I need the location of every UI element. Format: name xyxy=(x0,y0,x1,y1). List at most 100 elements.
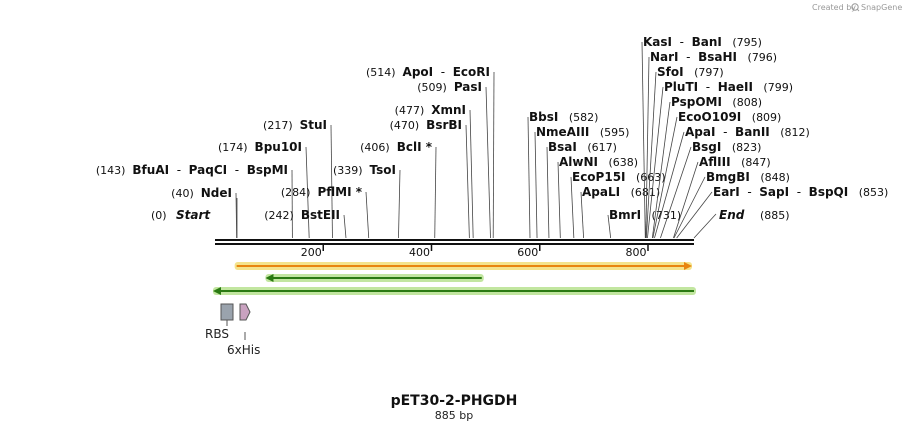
end-marker: End (885) xyxy=(693,208,790,239)
site-bsrbi[interactable]: (470) BsrBI xyxy=(390,118,470,239)
end-label: End xyxy=(719,208,745,222)
site-ecop15i-label: EcoP15I (663) xyxy=(572,170,666,184)
rbs-box-icon xyxy=(220,303,234,321)
site-bfuai-label: (143) BfuAI - PaqCI - BspMI xyxy=(96,163,288,177)
site-nari[interactable]: NarI - BsaHI (796) xyxy=(645,50,777,239)
his-tag-feature[interactable]: 6xHis xyxy=(227,303,260,357)
bpu10i-leader-line xyxy=(305,146,310,239)
site-bpu10i-label: (174) Bpu10I xyxy=(218,140,302,154)
his-tag-label: 6xHis xyxy=(227,343,260,357)
site-tsoi[interactable]: (339) TsoI xyxy=(333,163,401,239)
site-stui-label: (217) StuI xyxy=(263,118,327,132)
snapgene-brand: SnapGene xyxy=(861,3,902,12)
end-position: (885) xyxy=(760,209,790,222)
kasi-leader-line xyxy=(641,41,646,239)
site-eari-label: EarI - SapI - BspQI (853) xyxy=(713,185,888,199)
created-by-text: Created by xyxy=(812,3,856,12)
site-bsgi-label: BsgI (823) xyxy=(692,140,761,154)
bsteii-leader-line xyxy=(343,214,347,239)
tick-label-200: 200 xyxy=(301,246,322,259)
snapgene-logo-icon xyxy=(851,3,860,12)
sfoi-leader-line xyxy=(645,71,657,239)
site-bbsi[interactable]: BbsI (582) xyxy=(527,110,598,239)
site-bmgbi-label: BmgBI (848) xyxy=(706,170,790,184)
site-alwni[interactable]: AlwNI (638) xyxy=(557,155,638,239)
site-pluti[interactable]: PluTI - HaeII (799) xyxy=(647,80,793,239)
feature-green-orf-2[interactable] xyxy=(213,287,696,295)
site-pasi-label: (509) PasI xyxy=(417,80,482,94)
site-stui[interactable]: (217) StuI xyxy=(263,118,333,239)
site-eco0109i[interactable]: EcoO109I (809) xyxy=(652,110,781,239)
site-pflmi-label: (284) PflMI * xyxy=(281,185,363,199)
site-sfoi[interactable]: SfoI (797) xyxy=(645,65,724,239)
site-pluti-label: PluTI - HaeII (799) xyxy=(664,80,793,94)
site-bsteii-label: (242) BstEII xyxy=(264,208,340,222)
sequence-backbone xyxy=(215,239,694,245)
apai-leader-line xyxy=(654,131,685,239)
bmri-leader-line xyxy=(607,214,612,239)
site-bcli-label: (406) BclI * xyxy=(360,140,433,154)
site-ndei[interactable]: (40) NdeI xyxy=(171,186,238,239)
site-bpu10i[interactable]: (174) Bpu10I xyxy=(218,140,310,239)
xmni-leader-line xyxy=(469,109,474,239)
tick-label-400: 400 xyxy=(409,246,430,259)
site-bcli[interactable]: (406) BclI * xyxy=(360,140,437,239)
site-bmgbi[interactable]: BmgBI (848) xyxy=(673,170,790,239)
site-pspomi[interactable]: PspOMI (808) xyxy=(651,95,762,239)
site-eari[interactable]: EarI - SapI - BspQI (853) xyxy=(676,185,889,239)
feature-orange-orf[interactable] xyxy=(234,262,692,270)
site-pspomi-label: PspOMI (808) xyxy=(671,95,762,109)
site-sfoi-label: SfoI (797) xyxy=(657,65,724,79)
site-tsoi-label: (339) TsoI xyxy=(333,163,396,177)
bsrbi-leader-line xyxy=(465,124,470,239)
site-apali-label: ApaLI (681) xyxy=(582,185,660,199)
site-pflmi[interactable]: (284) PflMI * xyxy=(281,185,370,239)
stui-leader-line xyxy=(330,124,333,239)
pspomi-leader-line xyxy=(651,101,671,239)
site-afliii-label: AflIII (847) xyxy=(699,155,771,169)
site-kasi[interactable]: KasI - BanI (795) xyxy=(641,35,762,239)
start-label: Start xyxy=(176,208,211,222)
rbs-feature[interactable]: RBS xyxy=(205,303,234,341)
site-ndei-label: (40) NdeI xyxy=(171,186,232,200)
pflmi-leader-line xyxy=(365,191,370,239)
eari-leader-line xyxy=(676,191,713,239)
site-bsteii[interactable]: (242) BstEII xyxy=(264,208,347,239)
rbs-label: RBS xyxy=(205,327,229,341)
bcli-leader-line xyxy=(434,146,437,239)
site-xmni[interactable]: (477) XmnI xyxy=(395,103,474,239)
nmeaiii-leader-line xyxy=(534,131,538,239)
site-nari-label: NarI - BsaHI (796) xyxy=(650,50,777,64)
site-bsgi[interactable]: BsgI (823) xyxy=(660,140,761,239)
site-kasi-label: KasI - BanI (795) xyxy=(643,35,762,49)
his-tag-arrow-icon xyxy=(239,303,251,321)
site-afliii[interactable]: AflIII (847) xyxy=(673,155,771,239)
bsai-leader-line xyxy=(546,146,550,239)
site-nmeaiii-label: NmeAIII (595) xyxy=(536,125,629,139)
site-apoi[interactable]: (514) ApoI - EcoRI xyxy=(366,65,495,239)
pasi-leader-line xyxy=(485,86,491,239)
site-apai-label: ApaI - BanII (812) xyxy=(685,125,810,139)
site-bsai[interactable]: BsaI (617) xyxy=(546,140,617,239)
nari-leader-line xyxy=(645,56,650,239)
site-nmeaiii[interactable]: NmeAIII (595) xyxy=(534,125,629,239)
pluti-leader-line xyxy=(647,86,664,239)
site-bfuai[interactable]: (143) BfuAI - PaqCI - BspMI xyxy=(96,163,293,239)
green-orf-2-arrowhead-icon xyxy=(213,287,221,295)
site-eco0109i-label: EcoO109I (809) xyxy=(678,110,781,124)
plasmid-name: pET30-2-PHGDH xyxy=(391,393,518,409)
green-orf-1-arrowhead-icon xyxy=(265,274,274,282)
bbsi-leader-line xyxy=(527,116,531,239)
site-bsai-label: BsaI (617) xyxy=(548,140,617,154)
feature-green-orf-1[interactable] xyxy=(265,274,484,282)
orange-orf-arrowhead-icon xyxy=(684,262,692,270)
site-apai[interactable]: ApaI - BanII (812) xyxy=(654,125,810,239)
apali-leader-line xyxy=(580,191,584,239)
site-apali[interactable]: ApaLI (681) xyxy=(580,185,660,239)
eco0109i-leader-line xyxy=(652,116,678,239)
site-pasi[interactable]: (509) PasI xyxy=(417,80,491,239)
apoi-leader-line xyxy=(492,71,495,239)
site-ecop15i[interactable]: EcoP15I (663) xyxy=(570,170,666,239)
tick-label-600: 600 xyxy=(517,246,538,259)
